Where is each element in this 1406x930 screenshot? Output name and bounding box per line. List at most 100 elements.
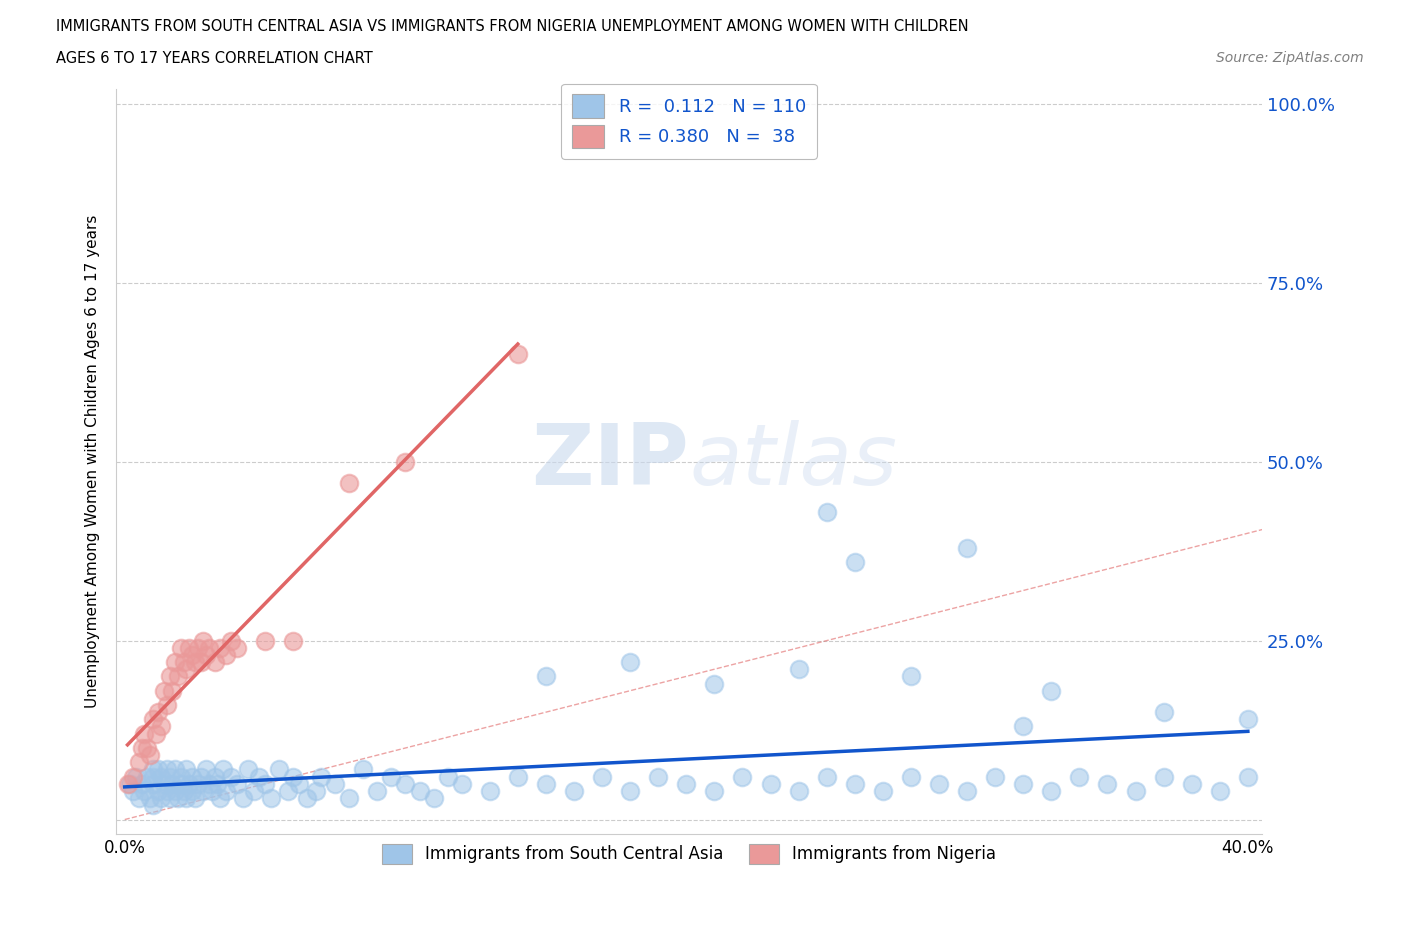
Point (337, 475, 360, 490)
Point (221, 769, 243, 784)
Point (1153, 705, 1175, 720)
Point (187, 777, 209, 791)
Point (142, 769, 165, 784)
Point (195, 762, 218, 777)
Point (269, 762, 291, 777)
Point (139, 790, 162, 805)
Point (142, 711, 165, 726)
Point (534, 669, 557, 684)
Point (295, 790, 318, 805)
Point (201, 783, 224, 798)
Point (156, 762, 179, 777)
Point (534, 777, 557, 791)
Point (215, 783, 238, 798)
Point (506, 347, 529, 362)
Point (142, 777, 165, 791)
Point (212, 762, 235, 777)
Point (148, 762, 170, 777)
Point (288, 777, 311, 791)
Point (844, 777, 866, 791)
Point (167, 669, 190, 684)
Point (283, 769, 305, 784)
Point (170, 769, 193, 784)
Point (1012, 719, 1035, 734)
Point (142, 798, 165, 813)
Point (128, 790, 150, 805)
Point (145, 726, 167, 741)
Point (478, 783, 501, 798)
Point (872, 783, 894, 798)
Point (619, 655, 641, 670)
Point (193, 633, 215, 648)
Point (165, 655, 187, 670)
Point (162, 777, 184, 791)
Point (193, 783, 215, 798)
Point (120, 777, 142, 791)
Point (787, 662, 810, 677)
Point (181, 769, 204, 784)
Point (176, 790, 198, 805)
Point (153, 777, 176, 791)
Point (422, 790, 444, 805)
Point (1069, 769, 1091, 784)
Point (1237, 769, 1260, 784)
Text: IMMIGRANTS FROM SOUTH CENTRAL ASIA VS IMMIGRANTS FROM NIGERIA UNEMPLOYMENT AMONG: IMMIGRANTS FROM SOUTH CENTRAL ASIA VS IM… (56, 19, 969, 33)
Point (562, 783, 585, 798)
Point (190, 655, 212, 670)
Point (165, 762, 187, 777)
Point (165, 783, 187, 798)
Point (195, 647, 218, 662)
Point (759, 777, 782, 791)
Point (134, 783, 156, 798)
Text: AGES 6 TO 17 YEARS CORRELATION CHART: AGES 6 TO 17 YEARS CORRELATION CHART (56, 51, 373, 66)
Point (304, 783, 326, 798)
Point (506, 769, 529, 784)
Point (187, 641, 209, 656)
Point (136, 769, 159, 784)
Point (181, 783, 204, 798)
Text: atlas: atlas (689, 420, 897, 503)
Point (394, 454, 416, 469)
Point (162, 684, 184, 698)
Point (226, 777, 249, 791)
Point (1209, 783, 1232, 798)
Point (204, 655, 226, 670)
Point (150, 719, 173, 734)
Point (900, 669, 922, 684)
Point (204, 769, 226, 784)
Point (176, 762, 198, 777)
Point (173, 655, 195, 670)
Point (179, 777, 201, 791)
Point (184, 790, 207, 805)
Point (647, 769, 669, 784)
Point (956, 783, 979, 798)
Point (150, 769, 173, 784)
Point (198, 641, 221, 656)
Point (159, 669, 181, 684)
Point (787, 783, 810, 798)
Point (337, 790, 360, 805)
Text: ZIP: ZIP (531, 420, 689, 503)
Point (277, 783, 299, 798)
Point (159, 790, 181, 805)
Point (184, 655, 207, 670)
Point (1012, 777, 1035, 791)
Point (703, 783, 725, 798)
Point (117, 777, 139, 791)
Point (179, 641, 201, 656)
Point (139, 748, 162, 763)
Point (844, 554, 866, 569)
Point (170, 641, 193, 656)
Point (675, 777, 697, 791)
Point (394, 777, 416, 791)
Point (131, 777, 153, 791)
Point (198, 777, 221, 791)
Point (815, 504, 838, 519)
Point (226, 641, 249, 656)
Point (128, 755, 150, 770)
Text: Source: ZipAtlas.com: Source: ZipAtlas.com (1216, 51, 1364, 65)
Point (167, 790, 190, 805)
Point (148, 783, 170, 798)
Point (142, 762, 165, 777)
Point (249, 769, 271, 784)
